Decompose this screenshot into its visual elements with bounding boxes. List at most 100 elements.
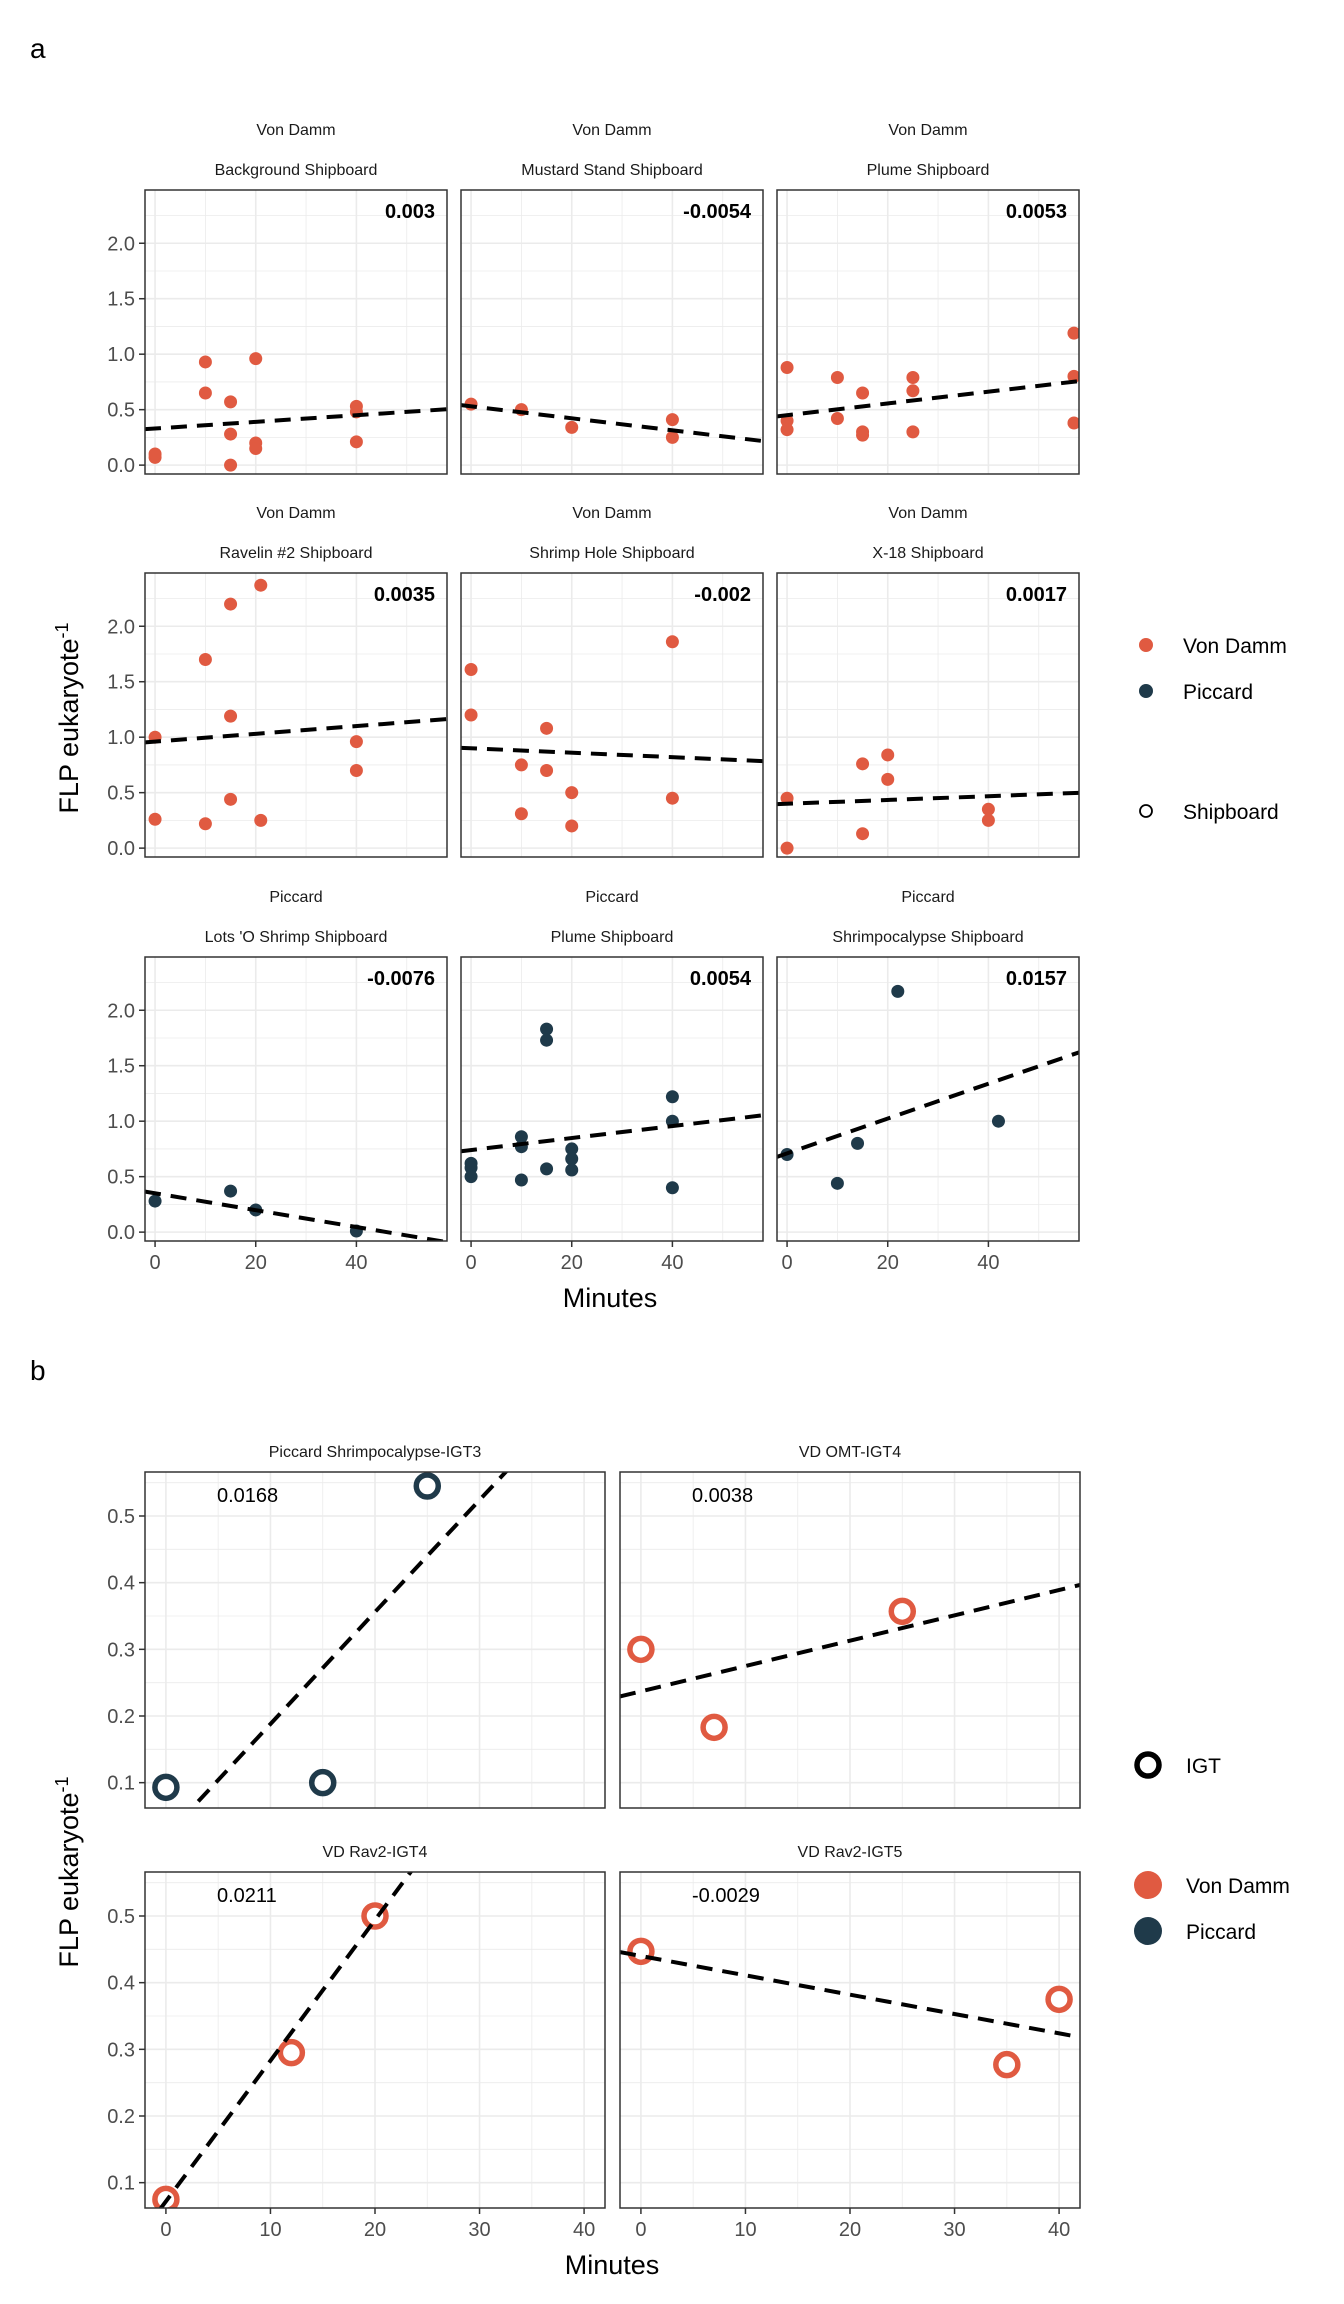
gridlines: [777, 957, 1079, 1241]
slope-label: -0.0029: [692, 1885, 760, 1907]
data-point: [856, 428, 870, 442]
y-tick-label: 0.5: [107, 400, 135, 422]
data-point: [540, 1022, 554, 1036]
y-tick-label: 0.0: [107, 455, 135, 477]
panel-background: [145, 190, 447, 474]
facet-strip-site: Piccard: [901, 889, 954, 906]
x-tick-label: 30: [943, 2219, 965, 2241]
slope-label: 0.0035: [374, 584, 435, 606]
gridlines: [620, 1472, 1080, 1808]
gridlines: [145, 1472, 605, 1808]
legend-key-igt: [1134, 1751, 1162, 1779]
data-point: [224, 458, 238, 472]
data-point: [1067, 326, 1079, 340]
trend-line: [777, 1050, 1079, 1159]
panel-border: [460, 189, 764, 475]
y-tick-label: 0.0: [107, 838, 135, 860]
data-point: [514, 758, 528, 772]
facet-strip-site: Piccard: [585, 889, 638, 906]
y-tick-label: 1.0: [107, 727, 135, 749]
marks: [620, 1937, 1080, 2079]
facet: -0.0029 VD Rav2-IGT5 0 10 20 30 40: [619, 1844, 1081, 2241]
x-tick-label: 0: [635, 2219, 646, 2241]
gridlines: [145, 1872, 605, 2208]
y-tick-label: 0.1: [107, 2173, 135, 2195]
y-tick-label: 2.0: [107, 616, 135, 638]
panel-background: [145, 957, 447, 1241]
data-point: [277, 2038, 306, 2067]
facet-strip-sample: VD OMT-IGT4: [799, 1444, 901, 1461]
data-point: [700, 1713, 728, 1742]
facet-strip-sample: Mustard Stand Shipboard: [521, 162, 702, 179]
data-point: [981, 813, 995, 827]
y-tick-label: 0.5: [107, 1167, 135, 1189]
data-point: [665, 791, 679, 805]
y-tick-label: 0.5: [107, 1906, 135, 1928]
y-tick-label: 1.5: [107, 289, 135, 311]
y-axis-title: FLP eukaryote-1: [52, 622, 84, 813]
legend: Von Damm Piccard Shipboard: [1139, 635, 1287, 824]
x-tick-label: 40: [977, 1252, 999, 1274]
data-point: [665, 1181, 679, 1195]
panel-background: [461, 957, 763, 1241]
data-point: [565, 420, 579, 434]
legend-key-piccard: [1139, 684, 1153, 698]
y-tick-label: 0.4: [107, 1973, 135, 1995]
trend-line: [620, 1582, 1080, 1699]
data-point: [148, 447, 162, 461]
trend-line: [189, 1472, 509, 1808]
data-point: [308, 1768, 337, 1797]
data-point: [540, 1162, 554, 1176]
data-point: [665, 413, 679, 427]
x-tick-label: 20: [877, 1252, 899, 1274]
marks: [461, 397, 763, 444]
data-point: [254, 813, 268, 827]
panel-border: [460, 572, 764, 858]
data-point: [830, 1176, 844, 1190]
data-point: [224, 1184, 238, 1198]
data-point: [224, 709, 238, 723]
marks: [145, 352, 447, 472]
data-point: [830, 412, 844, 426]
slope-label: -0.0054: [683, 201, 752, 223]
x-tick-label: 20: [561, 1252, 583, 1274]
panel-border: [619, 1471, 1081, 1809]
data-point: [224, 597, 238, 611]
facet: 0.003 Von Damm Background Shipboard 0.0 0.5 1…: [107, 122, 448, 477]
marks: [777, 326, 1079, 442]
y-axis-title: FLP eukaryote-1: [52, 1776, 84, 1967]
slope-label: -0.0076: [367, 968, 435, 990]
slope-label: 0.0017: [1006, 584, 1067, 606]
x-tick-label: 0: [782, 1252, 793, 1274]
data-point: [780, 841, 794, 855]
y-tick-label: 0.4: [107, 1573, 135, 1595]
gridlines: [620, 1872, 1080, 2208]
data-point: [780, 361, 794, 374]
data-point: [514, 1130, 528, 1144]
facet-strip-site: Von Damm: [572, 505, 651, 522]
x-tick-label: 0: [466, 1252, 477, 1274]
data-point: [540, 763, 554, 777]
gridlines: [145, 190, 447, 474]
facet: -0.002 Von Damm Shrimp Hole Shipboard: [460, 505, 764, 858]
data-point: [464, 708, 478, 722]
data-point: [540, 1033, 554, 1047]
legend-label: IGT: [1186, 1755, 1221, 1778]
gridlines: [145, 573, 447, 857]
panel-border: [776, 572, 1080, 858]
slope-label: 0.003: [385, 201, 435, 223]
data-point: [1045, 1985, 1073, 2014]
data-point: [224, 427, 238, 441]
facet-strip-site: Von Damm: [888, 122, 967, 139]
legend-label: Von Damm: [1183, 635, 1287, 658]
facet-strip-sample: VD Rav2-IGT4: [323, 1844, 428, 1861]
facet-strip-sample: Shrimpocalypse Shipboard: [832, 929, 1023, 946]
data-point: [906, 384, 920, 398]
x-axis-title: Minutes: [563, 1283, 658, 1313]
data-point: [249, 352, 263, 366]
y-tick-label: 0.2: [107, 2106, 135, 2128]
slope-label: -0.002: [694, 584, 751, 606]
gridlines: [777, 190, 1079, 474]
y-tick-label: 1.5: [107, 1056, 135, 1078]
